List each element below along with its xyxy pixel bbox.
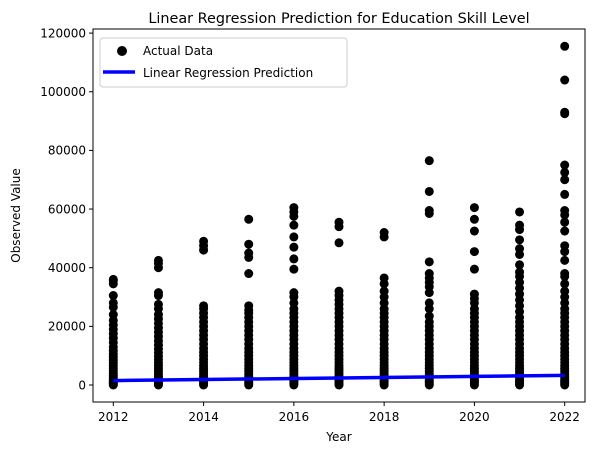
data-point [424, 156, 434, 166]
scatter-layer [108, 41, 570, 390]
data-point [289, 288, 299, 298]
data-point [560, 286, 570, 296]
data-point [289, 203, 299, 213]
data-point [560, 189, 570, 199]
data-point [560, 226, 570, 236]
data-point [153, 288, 163, 298]
data-point [244, 269, 254, 279]
x-axis: 2012 2014 2016 2018 2020 2022 [98, 402, 580, 424]
data-point [469, 214, 479, 224]
data-point [560, 241, 570, 251]
x-tick-label: 2012 [98, 410, 129, 424]
data-point [379, 286, 389, 296]
data-point [153, 299, 163, 309]
data-point [560, 160, 570, 170]
data-point [560, 167, 570, 177]
regression-line [113, 373, 565, 383]
data-point [108, 310, 118, 320]
legend-box [99, 37, 348, 88]
data-point [515, 207, 525, 217]
data-point [424, 206, 434, 216]
y-tick-label: 60000 [48, 202, 86, 216]
data-point [379, 228, 389, 238]
plot-frame [92, 28, 586, 403]
data-point [469, 226, 479, 236]
y-tick-label: 100000 [40, 85, 86, 99]
x-tick-label: 2014 [188, 410, 219, 424]
regression-line-layer [113, 373, 565, 383]
legend-label-regression: Linear Regression Prediction [143, 66, 313, 80]
data-point [560, 255, 570, 265]
data-point [424, 298, 434, 308]
data-point [289, 232, 299, 242]
data-point [289, 242, 299, 252]
x-tick-label: 2016 [279, 410, 310, 424]
data-point [560, 279, 570, 289]
data-point [469, 247, 479, 257]
data-point [560, 206, 570, 216]
data-point [469, 264, 479, 274]
data-point [515, 235, 525, 245]
data-point [469, 203, 479, 213]
y-tick-label: 20000 [48, 320, 86, 334]
legend-marker-actual-data [117, 46, 127, 56]
y-tick-label: 120000 [40, 26, 86, 40]
data-point [199, 236, 209, 246]
data-point [424, 269, 434, 279]
data-point [560, 175, 570, 185]
legend-label-actual-data: Actual Data [143, 44, 213, 58]
y-tick-label: 0 [78, 378, 86, 392]
x-tick-label: 2022 [549, 410, 580, 424]
data-point [199, 301, 209, 311]
data-point [515, 260, 525, 270]
data-point [515, 220, 525, 230]
data-point [560, 269, 570, 279]
x-axis-label: Year [325, 430, 351, 444]
data-point [289, 220, 299, 230]
data-point [560, 107, 570, 117]
y-axis: 0 20000 40000 60000 80000 100000 120000 [40, 26, 93, 392]
data-point [108, 291, 118, 301]
data-point [424, 257, 434, 267]
data-point [108, 274, 118, 284]
data-point [153, 255, 163, 265]
data-point [334, 238, 344, 248]
data-point [289, 264, 299, 274]
data-point [379, 273, 389, 283]
legend: Actual Data Linear Regression Prediction [99, 37, 348, 88]
data-point [424, 186, 434, 196]
data-point [515, 244, 525, 254]
y-tick-label: 80000 [48, 144, 86, 158]
data-point [469, 289, 479, 299]
data-point [424, 311, 434, 321]
data-point [560, 41, 570, 51]
data-point [244, 239, 254, 249]
data-point [560, 75, 570, 85]
y-tick-label: 40000 [48, 261, 86, 275]
data-point [334, 286, 344, 296]
data-point [244, 214, 254, 224]
data-point [108, 298, 118, 308]
chart-title: Linear Regression Prediction for Educati… [148, 11, 529, 27]
data-point [244, 248, 254, 258]
data-point [289, 254, 299, 264]
data-point [515, 267, 525, 277]
data-point [244, 301, 254, 311]
y-axis-label: Observed Value [9, 168, 23, 263]
x-tick-label: 2020 [459, 410, 490, 424]
data-point [560, 217, 570, 227]
x-tick-label: 2018 [369, 410, 400, 424]
data-point [334, 217, 344, 227]
